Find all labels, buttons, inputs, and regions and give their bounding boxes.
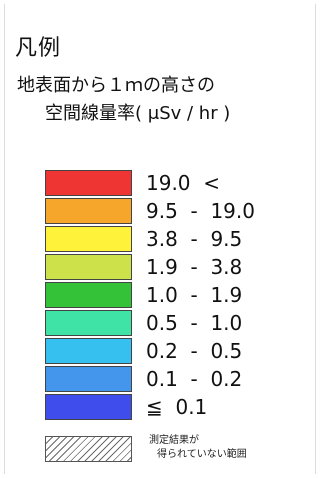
legend-swatch: [45, 254, 132, 280]
legend-swatch: [45, 170, 132, 196]
legend-swatch: [45, 310, 132, 336]
legend-title: 凡例: [15, 36, 62, 61]
legend-range-label: ≦ 0.1: [146, 395, 208, 419]
no-data-label-line2: 得られていない範囲: [157, 449, 247, 460]
legend-swatch: [45, 338, 132, 364]
legend-subtitle: 地表面から１ｍの高さの空間線量率( μSv / hr ): [17, 72, 230, 128]
no-data-label-line1: 測定結果が: [149, 435, 199, 446]
legend-swatch: [45, 366, 132, 392]
legend-swatch: [45, 394, 132, 420]
legend-range-label: 1.9 - 3.8: [146, 255, 243, 279]
legend-subtitle-line2: 空間線量率( μSv / hr ): [45, 103, 231, 124]
legend-range-label: 0.5 - 1.0: [146, 311, 243, 335]
map-legend: 凡例 地表面から１ｍの高さの空間線量率( μSv / hr ) 19.0 < 9…: [4, 4, 316, 474]
legend-swatch: [45, 198, 132, 224]
no-data-label: 測定結果が得られていない範囲: [149, 434, 247, 462]
legend-range-label: 0.2 - 0.5: [146, 339, 243, 363]
legend-range-label: 3.8 - 9.5: [146, 227, 243, 251]
legend-swatch: [45, 226, 132, 252]
legend-range-label: 1.0 - 1.9: [146, 283, 243, 307]
legend-range-label: 19.0 <: [146, 171, 221, 195]
no-data-hatch-swatch: [45, 436, 132, 462]
legend-range-label: 0.1 - 0.2: [146, 367, 243, 391]
legend-swatch: [45, 282, 132, 308]
legend-range-label: 9.5 - 19.0: [146, 199, 255, 223]
legend-subtitle-line1: 地表面から１ｍの高さの: [17, 75, 215, 96]
